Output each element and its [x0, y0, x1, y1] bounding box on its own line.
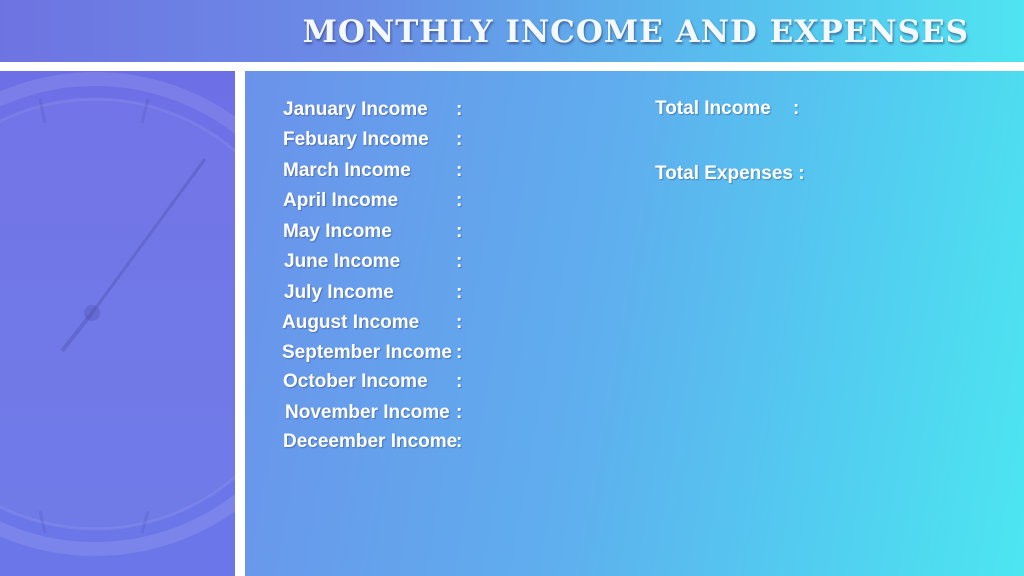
income-label-august: August Income	[282, 312, 420, 333]
horizontal-divider	[0, 62, 1024, 71]
total-expenses-label: Total Expenses :	[655, 163, 805, 184]
income-separator: :	[456, 190, 463, 211]
income-separator: :	[456, 431, 463, 452]
income-separator: :	[456, 371, 463, 392]
income-separator: :	[456, 251, 463, 272]
income-label-january: January Income	[283, 99, 428, 120]
income-separator: :	[456, 129, 463, 150]
income-label-february: Febuary Income	[283, 129, 429, 150]
main-panel	[245, 71, 1024, 576]
income-separator: :	[456, 221, 463, 242]
header-banner: MONTHLY INCOME AND EXPENSES	[0, 0, 1024, 62]
income-separator: :	[456, 99, 463, 120]
total-income-label: Total Income	[655, 98, 771, 119]
income-label-december: Deceember Income	[283, 431, 458, 452]
income-label-june: June Income	[284, 251, 401, 272]
total-income-separator: :	[793, 98, 800, 119]
clock-watermark-icon	[0, 72, 235, 556]
income-separator: :	[456, 282, 463, 303]
page-title: MONTHLY INCOME AND EXPENSES	[302, 14, 969, 50]
income-separator: :	[456, 160, 463, 181]
income-label-april: April Income	[283, 190, 399, 211]
income-label-october: October Income	[283, 371, 428, 392]
income-label-july: July Income	[284, 282, 394, 303]
income-label-september: September Income	[282, 342, 452, 363]
vertical-divider	[235, 71, 245, 576]
income-label-march: March Income	[283, 160, 411, 181]
income-separator: :	[456, 342, 463, 363]
income-label-november: November Income	[285, 402, 450, 423]
income-separator: :	[456, 312, 463, 333]
income-separator: :	[456, 402, 463, 423]
side-panel	[0, 71, 235, 576]
income-label-may: May Income	[283, 221, 392, 242]
